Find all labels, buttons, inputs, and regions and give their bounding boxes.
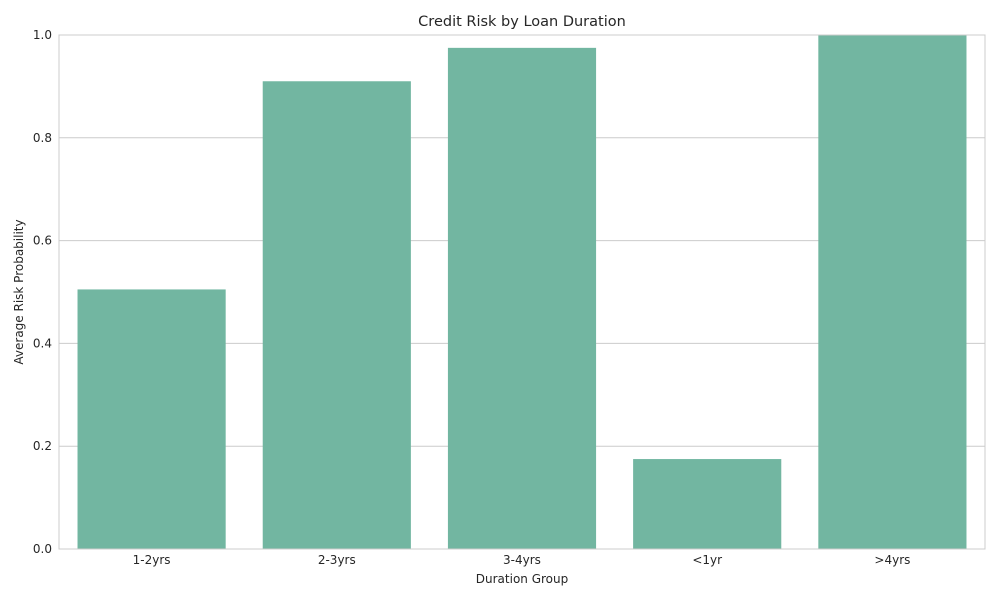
bar-<1yr (633, 459, 782, 549)
y-tick-label: 0.8 (33, 131, 52, 145)
x-tick-label: >4yrs (874, 553, 910, 567)
x-tick-label: 3-4yrs (503, 553, 541, 567)
x-tick-labels: 1-2yrs 2-3yrs 3-4yrs <1yr >4yrs (133, 553, 911, 567)
bars (77, 35, 967, 549)
y-axis-label: Average Risk Probability (12, 219, 26, 364)
y-tick-label: 0.4 (33, 336, 52, 350)
y-tick-label: 0.6 (33, 234, 52, 248)
y-tick-label: 1.0 (33, 28, 52, 42)
y-tick-label: 0.2 (33, 439, 52, 453)
bar-3-4yrs (447, 47, 597, 549)
plot-frame (58, 34, 986, 550)
x-tick-label: 1-2yrs (133, 553, 171, 567)
y-tick-labels: 0.0 0.2 0.4 0.6 0.8 1.0 (33, 28, 52, 556)
x-tick-label: <1yr (692, 553, 722, 567)
y-tick-label: 0.0 (33, 542, 52, 556)
x-tick-label: 2-3yrs (318, 553, 356, 567)
bar-2-3yrs (262, 81, 411, 549)
chart-title: Credit Risk by Loan Duration (418, 14, 626, 30)
bar-1-2yrs (77, 289, 226, 549)
x-axis-label: Duration Group (476, 572, 568, 586)
bar->4yrs (818, 35, 967, 549)
